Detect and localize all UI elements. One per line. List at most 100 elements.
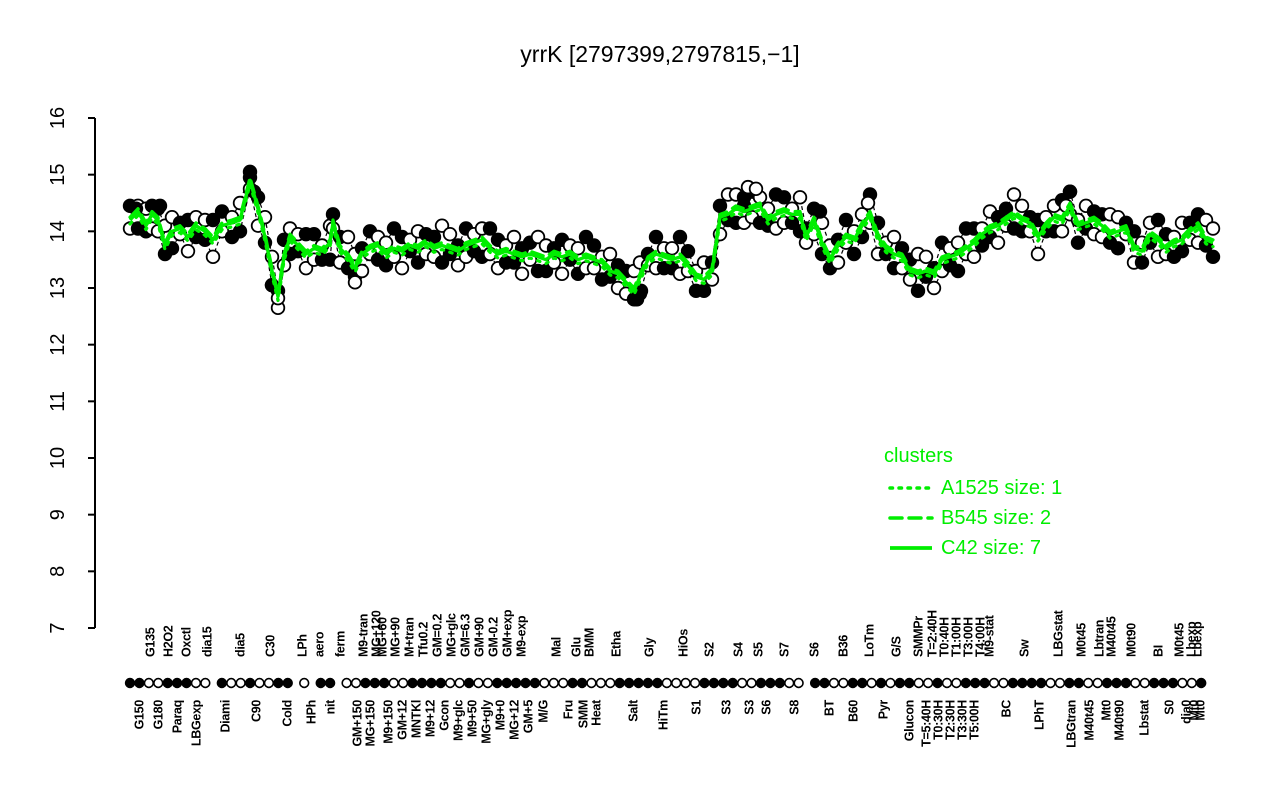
x-axis-label: ferm	[334, 631, 348, 657]
symbol-open	[951, 677, 962, 689]
symbol-open	[1054, 677, 1066, 689]
symbol-filled	[1111, 677, 1122, 689]
x-axis-label: BT	[823, 699, 837, 716]
symbol-filled	[727, 677, 738, 689]
data-point-filled	[410, 255, 426, 270]
data-point-open	[450, 258, 466, 273]
x-axis-label: M40t45	[1105, 616, 1119, 657]
y-tick-label: 10	[47, 447, 69, 469]
x-axis-label: Diami	[219, 700, 233, 733]
data-point-open	[554, 266, 570, 282]
x-axis-label: BMM	[583, 628, 597, 657]
x-axis-label: SMMPr	[912, 616, 926, 657]
x-axis-label: M9+150	[382, 700, 396, 744]
data-point-open	[1205, 221, 1221, 236]
data-point-open	[860, 195, 876, 211]
symbol-filled	[755, 677, 767, 689]
x-axis-label: Fru	[562, 700, 576, 719]
x-axis-label: MG+120	[370, 610, 384, 657]
symbol-open	[235, 677, 246, 689]
data-point-open	[918, 249, 934, 265]
x-axis-label: S6	[760, 700, 774, 715]
cluster-mean-lines	[128, 175, 1215, 303]
symbol-open	[153, 677, 164, 689]
symbol-filled	[774, 677, 785, 689]
symbol-open	[200, 677, 211, 689]
symbol-open	[828, 677, 840, 689]
x-axis-label: T5:00H	[968, 700, 982, 740]
symbol-open	[473, 677, 484, 689]
symbol-filled	[875, 677, 887, 689]
symbol-filled	[1035, 677, 1047, 689]
data-point-filled	[152, 198, 168, 214]
symbol-filled	[819, 677, 830, 689]
data-point-open	[340, 229, 356, 245]
symbol-open	[1083, 677, 1094, 689]
x-axis-label: GM+150	[351, 700, 365, 747]
x-axis-label: M9+0	[494, 700, 508, 731]
symbol-filled	[642, 677, 654, 689]
x-axis-label: MNTKl	[410, 700, 424, 738]
symbol-filled	[576, 677, 588, 689]
x-axis-label: dia5	[234, 633, 248, 657]
cluster-legend: clusters A1525 size: 1 B545 size: 2 C42 siz…	[884, 445, 1062, 559]
x-axis-label: Mt0	[1100, 700, 1114, 721]
x-axis-label: Glucon	[903, 700, 917, 741]
x-axis-label: LPh	[296, 634, 310, 657]
data-point-filled	[1062, 184, 1078, 199]
legend-title: clusters	[884, 445, 953, 467]
x-axis-label: LBGstat	[1052, 609, 1066, 657]
data-point-filled	[950, 263, 966, 279]
data-point-filled	[205, 212, 221, 228]
symbol-filled	[979, 677, 990, 689]
symbol-filled	[463, 677, 475, 689]
symbol-open	[350, 677, 362, 689]
symbol-open	[913, 677, 924, 689]
x-axis-label: Tfu0.2	[417, 622, 431, 657]
x-axis-label: G180	[152, 700, 166, 730]
x-axis-label: M0t45	[1173, 623, 1187, 657]
symbol-filled	[1196, 677, 1207, 689]
x-axis-label: Paraq	[171, 700, 185, 733]
x-axis-label: GM+exp	[501, 609, 515, 657]
x-axis-label: T=2:40H	[926, 610, 940, 657]
symbol-filled	[315, 677, 326, 689]
symbol-open	[838, 677, 849, 689]
data-point-filled	[506, 255, 522, 270]
x-axis-label: S4	[732, 642, 746, 657]
data-point-open	[434, 218, 450, 233]
symbol-open	[988, 677, 1000, 689]
x-axis-label: Lbtran	[1093, 620, 1107, 657]
x-axis-label: Mal	[550, 637, 564, 657]
x-axis-label: BC	[1000, 700, 1014, 718]
x-axis-label: M0t90	[1125, 623, 1139, 657]
x-axis-label: Etha	[610, 630, 624, 657]
x-axis-label: Heat	[590, 699, 604, 726]
symbol-filled	[960, 677, 971, 689]
symbol-filled	[623, 677, 635, 689]
symbol-filled	[718, 677, 729, 689]
x-axis-label: T4:00H	[974, 617, 988, 657]
legend-item-label: B545 size: 2	[941, 507, 1051, 529]
x-axis-label: M40t45	[1083, 700, 1097, 741]
y-axis: 7 8 9 10 11 12 13 14 15 16	[47, 107, 96, 634]
symbol-filled	[501, 677, 512, 689]
data-point-filled	[1174, 243, 1190, 259]
data-point-open	[514, 266, 530, 282]
symbol-filled	[1026, 677, 1037, 689]
x-axis-label: dia15	[201, 626, 215, 657]
data-point-filled	[434, 255, 450, 270]
data-point-open	[1006, 187, 1022, 202]
y-tick-label: 16	[47, 107, 69, 129]
x-axis-label: S3	[743, 700, 757, 715]
x-axis-label: T2:30H	[944, 700, 958, 740]
x-axis-label: M0t45	[1075, 623, 1089, 657]
symbol-filled	[134, 677, 145, 689]
symbol-open	[680, 677, 691, 689]
data-point-open	[570, 241, 586, 256]
symbol-open	[1045, 677, 1056, 689]
symbol-open	[998, 677, 1009, 689]
x-axis-label: M9-tran	[357, 614, 371, 657]
symbol-filled	[633, 677, 644, 689]
